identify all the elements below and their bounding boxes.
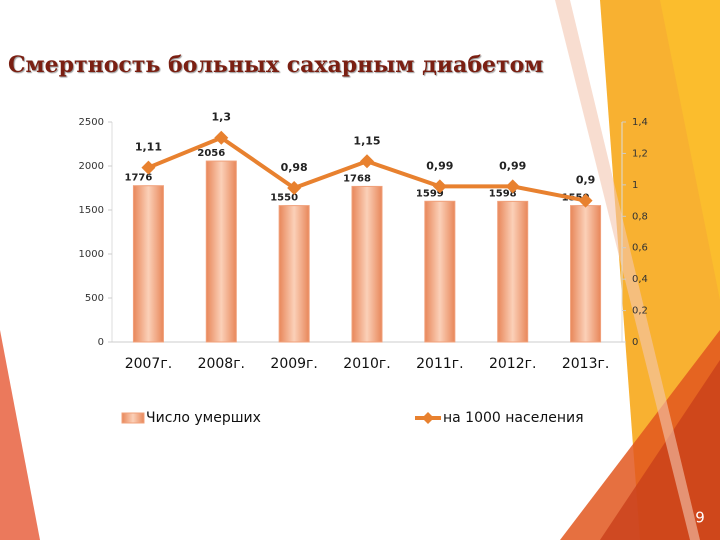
- marker: [505, 179, 520, 194]
- bar: [278, 205, 310, 343]
- bar: [497, 200, 529, 343]
- y2-tick-label: 1: [632, 180, 638, 191]
- bar: [205, 160, 237, 343]
- point-label: 0,99: [499, 159, 526, 172]
- y2-tick-label: 1,4: [632, 117, 648, 128]
- marker: [287, 181, 302, 195]
- y2-tick-label: 0: [632, 337, 638, 348]
- x-tick-label: 2013г.: [562, 356, 609, 372]
- chart-title: Смертность больных сахарным диабетом: [8, 52, 543, 78]
- bar: [351, 185, 383, 343]
- x-tick-label: 2007г.: [125, 356, 172, 372]
- y-tick-label: 2500: [79, 117, 104, 128]
- bar-label: 2056: [197, 148, 225, 159]
- legend-label: на 1000 населения: [443, 410, 584, 426]
- x-tick-label: 2012г.: [489, 356, 536, 372]
- bar-label: 1776: [125, 173, 153, 184]
- marker: [578, 193, 593, 208]
- y-tick-label: 0: [98, 337, 104, 348]
- point-label: 1,15: [353, 134, 380, 147]
- bar: [570, 205, 602, 343]
- marker: [214, 130, 229, 145]
- point-label: 0,99: [426, 159, 453, 172]
- y2-tick-label: 1,2: [632, 148, 648, 159]
- point-label: 1,11: [135, 141, 162, 154]
- y2-tick-label: 0,2: [632, 306, 648, 317]
- y-tick-label: 1000: [79, 249, 104, 260]
- legend-swatch: [121, 412, 145, 424]
- bar-label: 1598: [489, 188, 517, 199]
- x-tick-label: 2009г.: [270, 356, 317, 372]
- bar: [424, 200, 456, 343]
- bar-label: 1768: [343, 173, 371, 184]
- x-tick-label: 2011г.: [416, 356, 463, 372]
- point-label: 0,9: [576, 174, 596, 187]
- x-tick-label: 2010г.: [343, 356, 390, 372]
- bar-label: 1599: [416, 188, 444, 199]
- marker: [432, 179, 447, 194]
- y-tick-label: 500: [85, 293, 104, 304]
- y2-tick-label: 0,6: [632, 243, 648, 254]
- x-tick-label: 2008г.: [198, 356, 245, 372]
- slide-number: 9: [695, 509, 705, 527]
- point-label: 0,98: [281, 161, 308, 174]
- marker: [360, 154, 374, 169]
- y-tick-label: 2000: [79, 161, 104, 172]
- marker: [141, 160, 156, 175]
- legend-marker: [422, 412, 434, 424]
- y2-tick-label: 0,4: [632, 274, 648, 285]
- point-label: 1,3: [212, 111, 232, 124]
- bar-label: 1550: [270, 193, 298, 204]
- y-tick-label: 1500: [79, 205, 104, 216]
- legend-label: Число умерших: [146, 410, 261, 426]
- y2-tick-label: 0,8: [632, 211, 648, 222]
- bar: [132, 185, 164, 343]
